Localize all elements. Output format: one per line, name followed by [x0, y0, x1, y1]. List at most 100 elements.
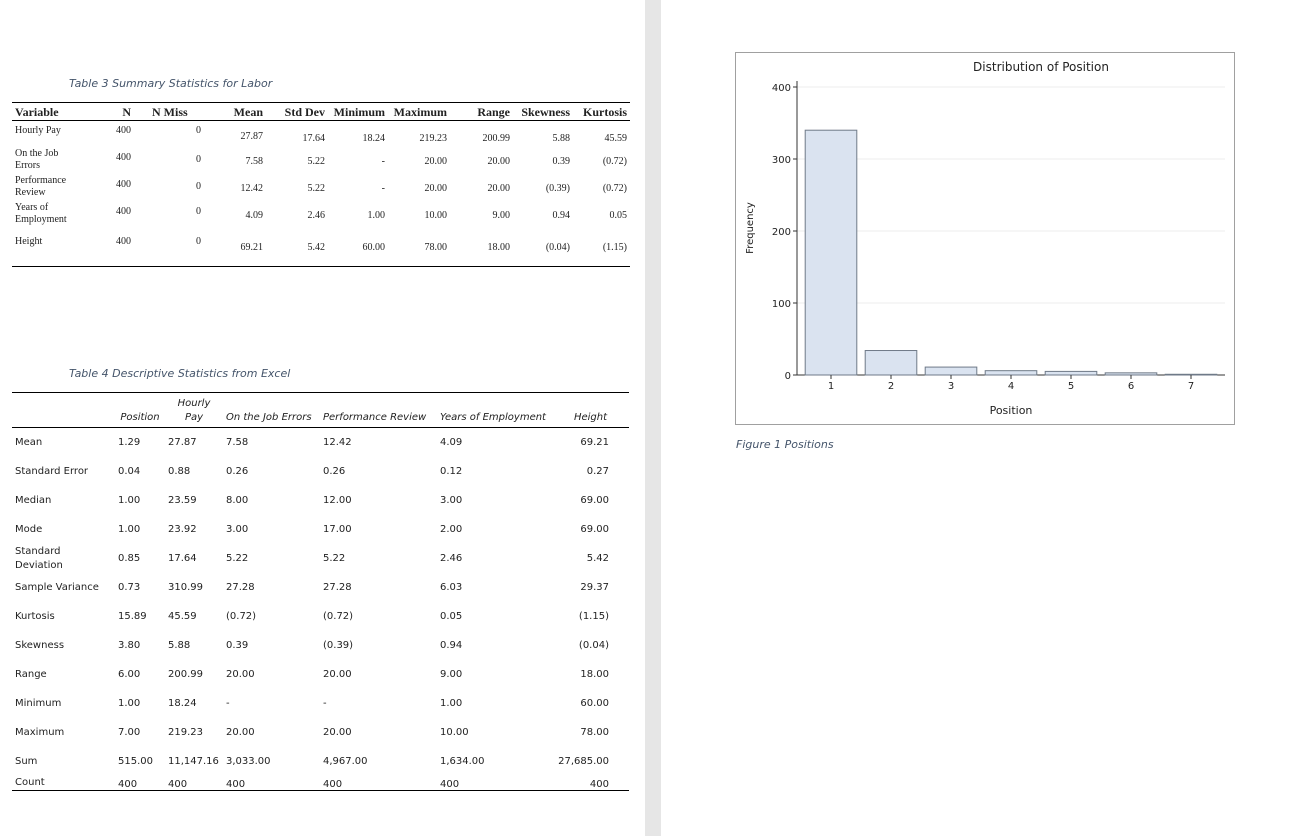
t4-cell: 0.39 [226, 640, 249, 651]
t4-cell: 3.00 [226, 524, 249, 535]
t3-skew: 0.39 [552, 155, 571, 167]
t3-skew: 0.94 [552, 209, 571, 221]
t3-std: 5.42 [307, 241, 326, 253]
t4-header-years: Years of Employment [437, 392, 552, 428]
x-tick-label: 6 [1128, 381, 1134, 392]
t3-range: 200.99 [482, 133, 511, 144]
t3-range: 20.00 [487, 155, 511, 167]
t3-nmiss: 0 [196, 205, 201, 217]
t3-nmiss: 0 [196, 180, 201, 192]
t4-cell: (0.72) [323, 611, 354, 622]
t4-cell: 11,147.16 [168, 756, 219, 767]
t3-max: 219.23 [419, 133, 448, 144]
t3-header-nmiss: N Miss [134, 102, 204, 121]
t4-cell: 10.00 [440, 727, 469, 738]
t3-n: 400 [116, 178, 131, 190]
t3-header-mean: Mean [204, 102, 266, 121]
t3-variable: Years of Employment [15, 201, 67, 225]
t3-nmiss: 0 [196, 153, 201, 165]
t4-header-performance: Performance Review [320, 392, 437, 428]
t4-cell: 3,033.00 [226, 756, 271, 767]
t4-cell: 3.00 [440, 495, 463, 506]
t3-header-kurt: Kurtosis [573, 102, 630, 121]
bar-5 [1044, 370, 1098, 376]
t4-cell: 20.00 [226, 727, 255, 738]
t3-n: 400 [116, 151, 131, 163]
figure1-caption: Figure 1 Positions [736, 438, 834, 451]
t3-mean: 12.42 [240, 182, 264, 194]
t4-cell: 5.42 [586, 553, 609, 564]
t4-row-label: Sample Variance [15, 581, 99, 593]
t3-kurt: 0.05 [609, 209, 628, 221]
t4-cell: 23.59 [168, 495, 197, 506]
table-row: Height 400 0 69.21 5.42 60.00 78.00 18.0… [12, 233, 630, 267]
table-row: Kurtosis 15.89 45.59 (0.72) (0.72) 0.05 (1.15) [12, 602, 629, 631]
table-row: Maximum 7.00 219.23 20.00 20.00 10.00 78.00 [12, 718, 629, 747]
t3-n: 400 [116, 205, 131, 217]
t4-cell: 400 [552, 776, 629, 791]
t4-cell: 27.87 [168, 437, 197, 448]
t3-min: 18.24 [362, 133, 386, 144]
t3-header-skew: Skewness [513, 102, 573, 121]
t4-row-label: Standard Error [15, 465, 89, 477]
t4-cell: (1.15) [578, 611, 609, 622]
t4-cell: 0.26 [323, 466, 346, 477]
y-axis-label: Frequency [745, 202, 756, 254]
table-row: On the Job Errors 400 0 7.58 5.22 - 20.0… [12, 146, 630, 173]
t4-row-label: Sum [15, 755, 38, 767]
t4-cell: 310.99 [168, 582, 203, 593]
table-row: Sum 515.00 11,147.16 3,033.00 4,967.00 1,634.… [12, 747, 629, 776]
t4-row-label: Skewness [15, 639, 65, 651]
t4-row-label: Count [12, 776, 115, 791]
bar-1 [804, 129, 858, 376]
t4-cell: 69.00 [580, 495, 609, 506]
t4-cell: 17.00 [323, 524, 352, 535]
bar-7 [1164, 373, 1218, 376]
t4-cell: 515.00 [118, 756, 153, 767]
t3-std: 17.64 [302, 133, 326, 144]
t4-cell: 27,685.00 [558, 756, 609, 767]
t4-header-job-errors: On the Job Errors [223, 392, 320, 428]
t3-header-min: Minimum [328, 102, 388, 121]
table-row: Performance Review 400 0 12.42 5.22 - 20… [12, 173, 630, 200]
t3-max: 78.00 [424, 241, 448, 253]
t4-row-label: Median [15, 494, 52, 506]
t3-kurt: (0.72) [602, 155, 627, 167]
t4-row-label: Mode [15, 523, 43, 535]
t4-cell: 69.21 [580, 437, 609, 448]
t4-row-label: Range [15, 668, 47, 680]
t4-cell: 8.00 [226, 495, 249, 506]
t4-cell: 7.58 [226, 437, 249, 448]
t4-cell: 7.00 [118, 727, 141, 738]
t4-cell: 1,634.00 [440, 756, 485, 767]
t4-cell: 69.00 [580, 524, 609, 535]
t4-cell: 400 [320, 776, 437, 791]
x-tick-label: 5 [1068, 381, 1074, 392]
t3-header-std: Std Dev [266, 102, 328, 121]
table-row: Mean 1.29 27.87 7.58 12.42 4.09 69.21 [12, 428, 629, 458]
t3-mean: 27.87 [240, 131, 264, 142]
t4-cell: 23.92 [168, 524, 197, 535]
t4-header-height: Height [552, 392, 629, 428]
t4-cell: 0.73 [118, 582, 141, 593]
t3-skew: 5.88 [552, 133, 571, 144]
t3-skew: (0.39) [545, 182, 570, 194]
t4-cell: 1.00 [118, 524, 141, 535]
t3-max: 10.00 [424, 209, 448, 221]
t4-cell: 1.00 [118, 698, 141, 709]
t3-n: 400 [116, 235, 131, 247]
table-row: Median 1.00 23.59 8.00 12.00 3.00 69.00 [12, 486, 629, 515]
t4-cell: 27.28 [226, 582, 255, 593]
t3-std: 5.22 [307, 182, 326, 194]
t3-mean: 7.58 [245, 155, 264, 167]
t3-range: 20.00 [487, 182, 511, 194]
t4-cell: 0.04 [118, 466, 141, 477]
t4-cell: 17.64 [168, 553, 197, 564]
t3-std: 5.22 [307, 155, 326, 167]
t3-skew: (0.04) [545, 241, 570, 253]
t4-cell: 6.00 [118, 669, 141, 680]
t3-kurt: 45.59 [604, 133, 628, 144]
table-row: Minimum 1.00 18.24 - - 1.00 60.00 [12, 689, 629, 718]
t4-cell: 5.22 [226, 553, 249, 564]
y-tick-label: 200 [772, 227, 791, 238]
